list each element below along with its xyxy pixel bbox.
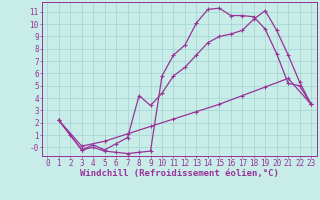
X-axis label: Windchill (Refroidissement éolien,°C): Windchill (Refroidissement éolien,°C) <box>80 169 279 178</box>
